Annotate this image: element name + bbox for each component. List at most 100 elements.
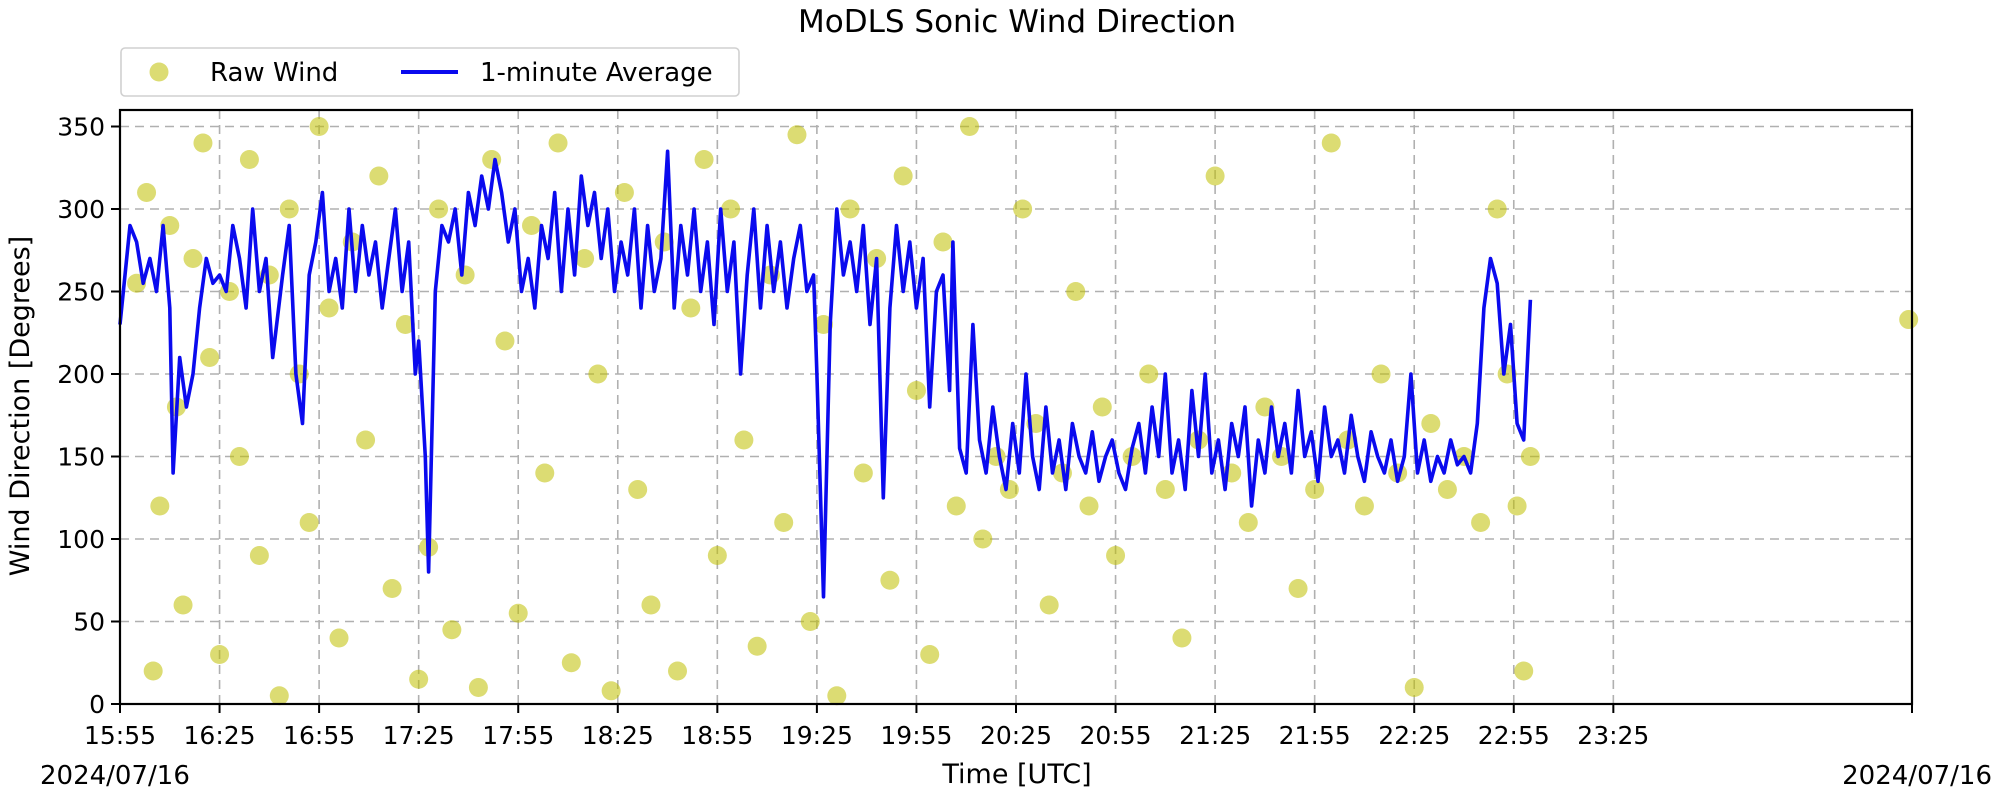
raw-wind-point xyxy=(1092,397,1112,417)
legend-raw-wind-marker xyxy=(149,62,169,82)
raw-wind-point xyxy=(1507,496,1527,516)
x-tick-label: 19:25 xyxy=(781,721,853,750)
raw-wind-point xyxy=(787,125,807,145)
x-tick-label: 19:55 xyxy=(880,721,952,750)
y-tick-label: 150 xyxy=(57,443,105,472)
raw-wind-point xyxy=(1899,310,1919,330)
raw-wind-point xyxy=(468,678,488,697)
y-axis-label: Wind Direction [Degrees] xyxy=(5,236,36,576)
raw-wind-point xyxy=(588,364,608,384)
raw-wind-point xyxy=(455,265,475,285)
raw-wind-point xyxy=(482,150,502,169)
raw-wind-point xyxy=(1487,199,1507,219)
raw-wind-point xyxy=(495,331,515,351)
raw-wind-point xyxy=(535,463,555,483)
raw-wind-point xyxy=(395,315,415,334)
raw-wind-point xyxy=(1421,414,1441,433)
raw-wind-point xyxy=(548,133,568,153)
raw-wind-point xyxy=(575,249,595,268)
raw-wind-point xyxy=(239,150,259,169)
legend: Raw Wind 1-minute Average xyxy=(120,47,740,97)
x-tick-label: 23:25 xyxy=(1577,721,1649,750)
raw-wind-point xyxy=(249,546,269,565)
raw-wind-point xyxy=(309,117,329,136)
chart-title: MoDLS Sonic Wind Direction xyxy=(798,4,1236,40)
raw-wind-point xyxy=(960,117,980,136)
y-tick-label: 200 xyxy=(57,360,105,389)
raw-wind-point xyxy=(1172,628,1192,648)
x-axis-label: Time [UTC] xyxy=(941,759,1091,790)
x-tick-label: 16:55 xyxy=(283,721,355,750)
raw-wind-point xyxy=(508,603,528,623)
raw-wind-point xyxy=(137,183,157,202)
raw-wind-point xyxy=(150,496,170,516)
raw-wind-point xyxy=(1437,480,1457,499)
raw-wind-point xyxy=(800,612,820,631)
legend-raw-wind-label: Raw Wind xyxy=(210,58,338,88)
raw-wind-point xyxy=(893,166,913,186)
raw-wind-point xyxy=(210,645,230,664)
raw-wind-point xyxy=(774,513,794,532)
raw-wind-point xyxy=(1514,661,1534,681)
raw-wind-point xyxy=(329,628,349,648)
raw-wind-point xyxy=(853,463,873,483)
raw-wind-point xyxy=(814,315,834,334)
raw-wind-point xyxy=(356,430,376,450)
raw-wind-point xyxy=(614,183,634,202)
raw-wind-point xyxy=(933,232,953,252)
x-tick-label: 17:55 xyxy=(482,721,554,750)
raw-wind-point xyxy=(369,166,389,186)
y-tick-label: 0 xyxy=(89,690,105,719)
raw-wind-point xyxy=(1354,496,1374,516)
raw-wind-point xyxy=(999,480,1019,499)
raw-wind-point xyxy=(429,199,449,219)
raw-wind-point xyxy=(1321,133,1341,153)
raw-wind-point xyxy=(183,249,203,268)
raw-wind-point xyxy=(269,686,289,706)
raw-wind-point xyxy=(880,570,900,590)
raw-wind-point xyxy=(906,381,926,400)
raw-wind-point xyxy=(1305,480,1325,499)
raw-wind-point xyxy=(946,496,966,516)
axes-layer: 15:55 16:25 16:55 17:25 17:55 18:25 18:55 19:25… xyxy=(57,108,1914,750)
y-tick-label: 50 xyxy=(73,608,105,637)
raw-wind-point xyxy=(1013,199,1033,219)
average-line xyxy=(118,149,1533,599)
raw-wind-point xyxy=(1106,546,1126,565)
raw-wind-point xyxy=(973,529,993,549)
raw-wind-point xyxy=(1371,364,1391,384)
x-tick-label: 20:25 xyxy=(980,721,1052,750)
raw-wind-point xyxy=(1139,364,1159,384)
average-line-layer xyxy=(118,149,1533,599)
raw-wind-point xyxy=(1039,595,1059,615)
raw-wind-layer xyxy=(127,117,1919,706)
y-tick-label: 250 xyxy=(57,278,105,307)
raw-wind-point xyxy=(382,579,402,598)
legend-average-label: 1-minute Average xyxy=(480,58,713,88)
raw-wind-point xyxy=(1404,678,1424,697)
raw-wind-point xyxy=(1066,282,1086,301)
raw-wind-point xyxy=(561,653,581,673)
y-tick-label: 300 xyxy=(57,195,105,224)
y-tick-label: 100 xyxy=(57,525,105,554)
raw-wind-point xyxy=(601,681,621,701)
raw-wind-point xyxy=(707,546,727,565)
raw-wind-point xyxy=(1205,166,1225,186)
date-label-right: 2024/07/16 xyxy=(1842,761,1992,791)
raw-wind-point xyxy=(409,669,429,689)
raw-wind-point xyxy=(1520,447,1540,466)
y-tick-label: 350 xyxy=(57,113,105,142)
x-tick-label: 21:55 xyxy=(1279,721,1351,750)
raw-wind-point xyxy=(229,447,249,466)
raw-wind-point xyxy=(442,620,462,640)
x-tick-label: 18:25 xyxy=(582,721,654,750)
raw-wind-point xyxy=(827,686,847,706)
plot-frame xyxy=(118,108,1914,706)
raw-wind-point xyxy=(668,661,688,681)
x-tick-label: 17:25 xyxy=(383,721,455,750)
raw-wind-point xyxy=(1471,513,1491,532)
x-tick-label: 20:55 xyxy=(1080,721,1152,750)
raw-wind-point xyxy=(681,298,701,318)
raw-wind-point xyxy=(1155,480,1175,499)
